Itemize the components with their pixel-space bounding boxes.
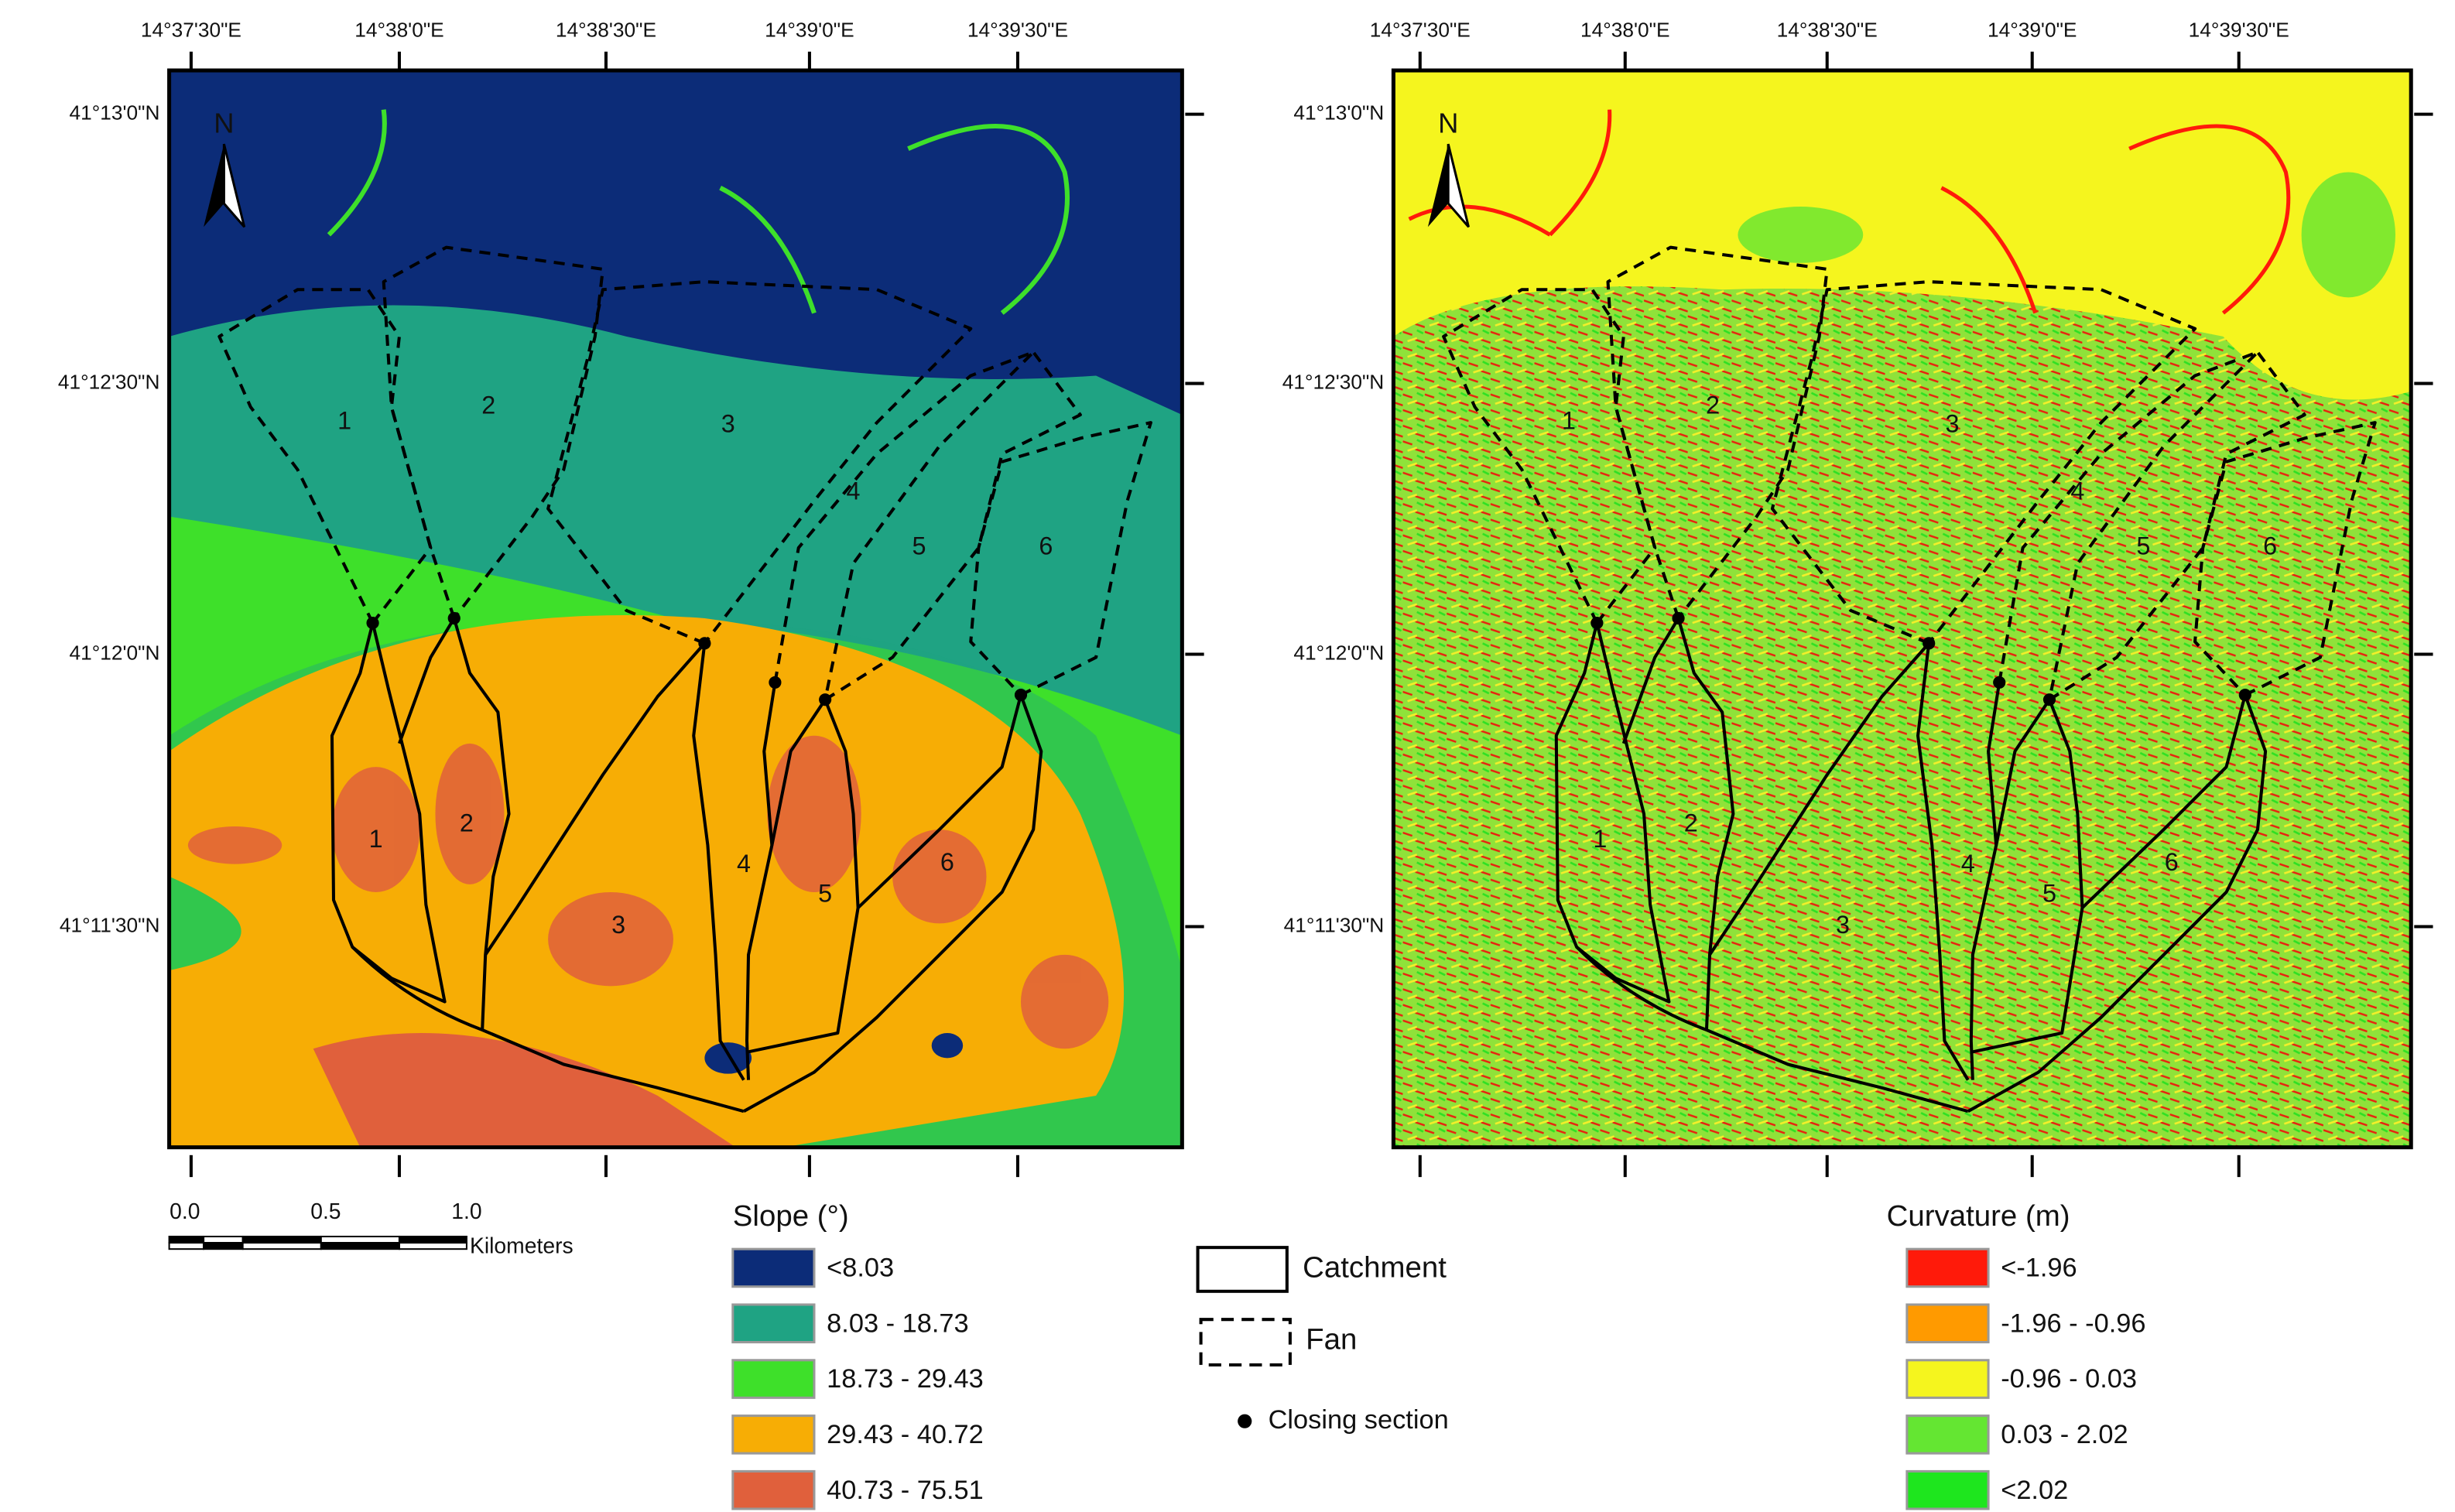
catchment-label: 3: [1836, 911, 1850, 939]
north-arrow: [1447, 143, 1470, 228]
legend-label: 29.43 - 40.72: [827, 1420, 984, 1449]
curvature-raster: [1393, 70, 2412, 1148]
catchment-label: 5: [2042, 880, 2056, 908]
north-arrow: [222, 143, 246, 228]
legend-label: Fan: [1306, 1323, 1357, 1356]
legend-label: Closing section: [1269, 1405, 1449, 1435]
fan-label: 1: [1562, 407, 1576, 435]
catchment-label: 6: [2165, 848, 2179, 876]
x-coordinate-label: 14°37'30"E: [141, 18, 241, 41]
map-frame: [1391, 68, 2413, 1150]
scale-bar-segment: [320, 1235, 400, 1244]
catchment-label: 2: [460, 809, 474, 837]
maps: 14°37'30"E 14°38'0"E 14°38'30"E 14°39'0"E 14…: [58, 18, 2433, 1178]
fan-label: 1: [337, 407, 351, 435]
x-coordinate-label: 14°39'30"E: [967, 18, 1068, 41]
scale-bar-segment: [320, 1242, 400, 1250]
fan-label: 2: [1706, 391, 1720, 419]
closing-section-symbol: [1238, 1414, 1252, 1428]
legends: 0.0 0.5 1.0 Kilometers Slope (°) <8.03 8.03 - …: [168, 1199, 2146, 1510]
x-coordinate-label: 14°38'0"E: [1580, 18, 1669, 41]
legend-swatch: [1905, 1359, 1990, 1399]
legend-swatch: [1905, 1415, 1990, 1455]
legend-label: 8.03 - 18.73: [827, 1308, 968, 1338]
scale-bar-label: 0.0: [169, 1199, 200, 1223]
legend-swatch: [731, 1359, 816, 1399]
scale-bar-label: 1.0: [451, 1199, 481, 1223]
legend-label: <8.03: [827, 1254, 894, 1283]
catchment-symbol: [1196, 1246, 1289, 1293]
y-coordinate-label: 41°12'30"N: [58, 371, 160, 394]
scale-bar-segment: [168, 1235, 205, 1244]
legend-label: -1.96 - -0.96: [2001, 1308, 2145, 1338]
y-coordinate-label: 41°12'0"N: [70, 641, 160, 664]
legend-swatch: [731, 1415, 816, 1455]
catchment-label: 4: [1961, 850, 1975, 877]
fan-label: 3: [1946, 410, 1960, 438]
catchment-label: 2: [1684, 809, 1698, 837]
fan-label: 3: [721, 410, 735, 438]
legend-label: <-1.96: [2001, 1254, 2077, 1283]
catchment-label: 3: [611, 911, 625, 939]
legend-swatch: [1905, 1303, 1990, 1344]
legend-swatch: [1905, 1247, 1990, 1288]
scale-bar-label: 0.5: [310, 1199, 341, 1223]
catchment-label: 1: [369, 825, 383, 853]
scale-bar-segment: [203, 1242, 244, 1250]
legend-label: 18.73 - 29.43: [827, 1364, 984, 1394]
north-label: N: [214, 107, 234, 139]
y-coordinate-label: 41°11'30"N: [1284, 913, 1385, 936]
legend-title: Slope (°): [733, 1199, 849, 1233]
legend-label: <2.02: [2001, 1476, 2068, 1505]
x-coordinate-label: 14°37'30"E: [1370, 18, 1471, 41]
catchment-label: 4: [737, 850, 751, 877]
y-coordinate-label: 41°13'0"N: [70, 101, 160, 125]
fan-symbol: [1199, 1318, 1292, 1367]
scale-bar-segment: [398, 1235, 467, 1244]
fan-label: 6: [2263, 532, 2277, 560]
legend-swatch: [731, 1247, 816, 1288]
legend-label: 0.03 - 2.02: [2001, 1420, 2128, 1449]
legend-swatch: [731, 1469, 816, 1510]
x-coordinate-label: 14°38'30"E: [1777, 18, 1878, 41]
fan-label: 4: [847, 477, 861, 505]
y-coordinate-label: 41°11'30"N: [60, 913, 160, 936]
map-frame: [167, 68, 1184, 1150]
fan-label: 4: [2070, 477, 2084, 505]
fan-label: 6: [1039, 532, 1053, 560]
scale-bar-segment: [168, 1242, 205, 1250]
fan-label: 2: [481, 391, 495, 419]
y-coordinate-label: 41°13'0"N: [1293, 101, 1384, 125]
scale-bar-unit: Kilometers: [470, 1233, 574, 1258]
scale-bar-segment: [241, 1242, 322, 1250]
catchment-label: 1: [1593, 825, 1607, 853]
fan-label: 5: [912, 532, 926, 560]
legend-swatch: [731, 1303, 816, 1344]
north-arrow: [1427, 144, 1449, 227]
legend-label: Catchment: [1303, 1251, 1447, 1285]
catchment-label: 6: [940, 848, 954, 876]
x-coordinate-label: 14°38'30"E: [556, 18, 656, 41]
scale-bar-segment: [241, 1235, 322, 1244]
x-coordinate-label: 14°39'0"E: [765, 18, 854, 41]
legend-title: Curvature (m): [1887, 1199, 2070, 1233]
legend-label: 40.73 - 75.51: [827, 1476, 984, 1505]
y-coordinate-label: 41°12'30"N: [1282, 371, 1385, 394]
fan-label: 5: [2136, 532, 2150, 560]
x-coordinate-label: 14°38'0"E: [354, 18, 443, 41]
scale-bar-segment: [203, 1235, 244, 1244]
x-coordinate-label: 14°39'0"E: [1988, 18, 2077, 41]
legend-label: -0.96 - 0.03: [2001, 1364, 2137, 1394]
north-label: N: [1438, 107, 1458, 139]
legend-swatch: [1905, 1469, 1990, 1510]
scale-bar-segment: [398, 1242, 467, 1250]
y-coordinate-label: 41°12'0"N: [1293, 641, 1384, 664]
x-coordinate-label: 14°39'30"E: [2189, 18, 2289, 41]
catchment-label: 5: [818, 880, 832, 908]
slope-raster: [169, 70, 1183, 1148]
